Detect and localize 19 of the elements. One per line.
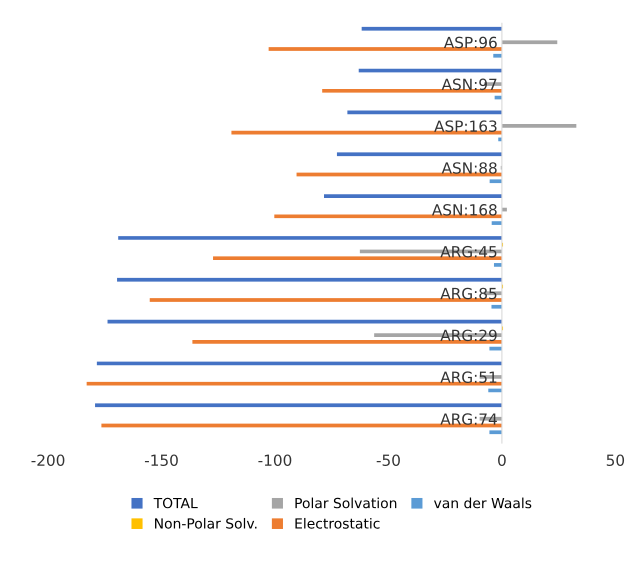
y-tick-label: ASN:168: [432, 204, 497, 216]
x-tick-label: 0: [498, 454, 506, 466]
x-tick-label: -50: [376, 454, 400, 466]
x-tick-label: -150: [144, 454, 178, 466]
x-tick-label: 50: [606, 454, 624, 466]
y-tick-label: ASN:97: [442, 78, 496, 90]
legend-label: Electrostatic: [295, 518, 380, 529]
y-tick-label: ARG:74: [440, 413, 497, 425]
legend-label: Polar Solvation: [295, 498, 396, 508]
y-tick-label: ASN:88: [442, 162, 497, 174]
y-tick-label: ARG:85: [440, 288, 496, 300]
y-tick-label: ARG:51: [440, 371, 496, 383]
y-tick-label: ASP:96: [444, 36, 497, 48]
y-tick-label: ASP:163: [434, 120, 497, 132]
x-tick-label: -200: [31, 454, 64, 466]
x-tick-label: -100: [258, 454, 292, 466]
legend-label: TOTAL: [154, 498, 198, 508]
legend-label: van der Waals: [434, 498, 532, 508]
legend-label: Non-Polar Solv.: [155, 518, 256, 529]
